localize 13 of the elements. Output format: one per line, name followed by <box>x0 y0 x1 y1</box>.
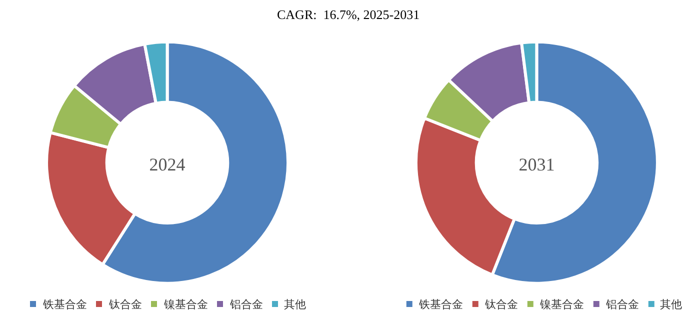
legend-label: 其他 <box>660 298 682 311</box>
legend-label: 镍基合金 <box>163 298 208 311</box>
legend-label: 铝合金 <box>229 298 263 311</box>
text: CAGR: 16.7%, 2025-2031 <box>277 7 420 22</box>
text: 2024 <box>149 154 186 175</box>
text: 2031 <box>518 154 555 175</box>
legend-label: 镍基合金 <box>539 298 584 311</box>
legend-label: 铝合金 <box>605 298 639 311</box>
legend-label: 钛合金 <box>108 298 142 311</box>
legend-label: 铁基合金 <box>418 298 463 311</box>
legend-label: 其他 <box>284 298 306 311</box>
legend-label: 钛合金 <box>484 298 518 311</box>
legend-label: 铁基合金 <box>42 298 87 311</box>
